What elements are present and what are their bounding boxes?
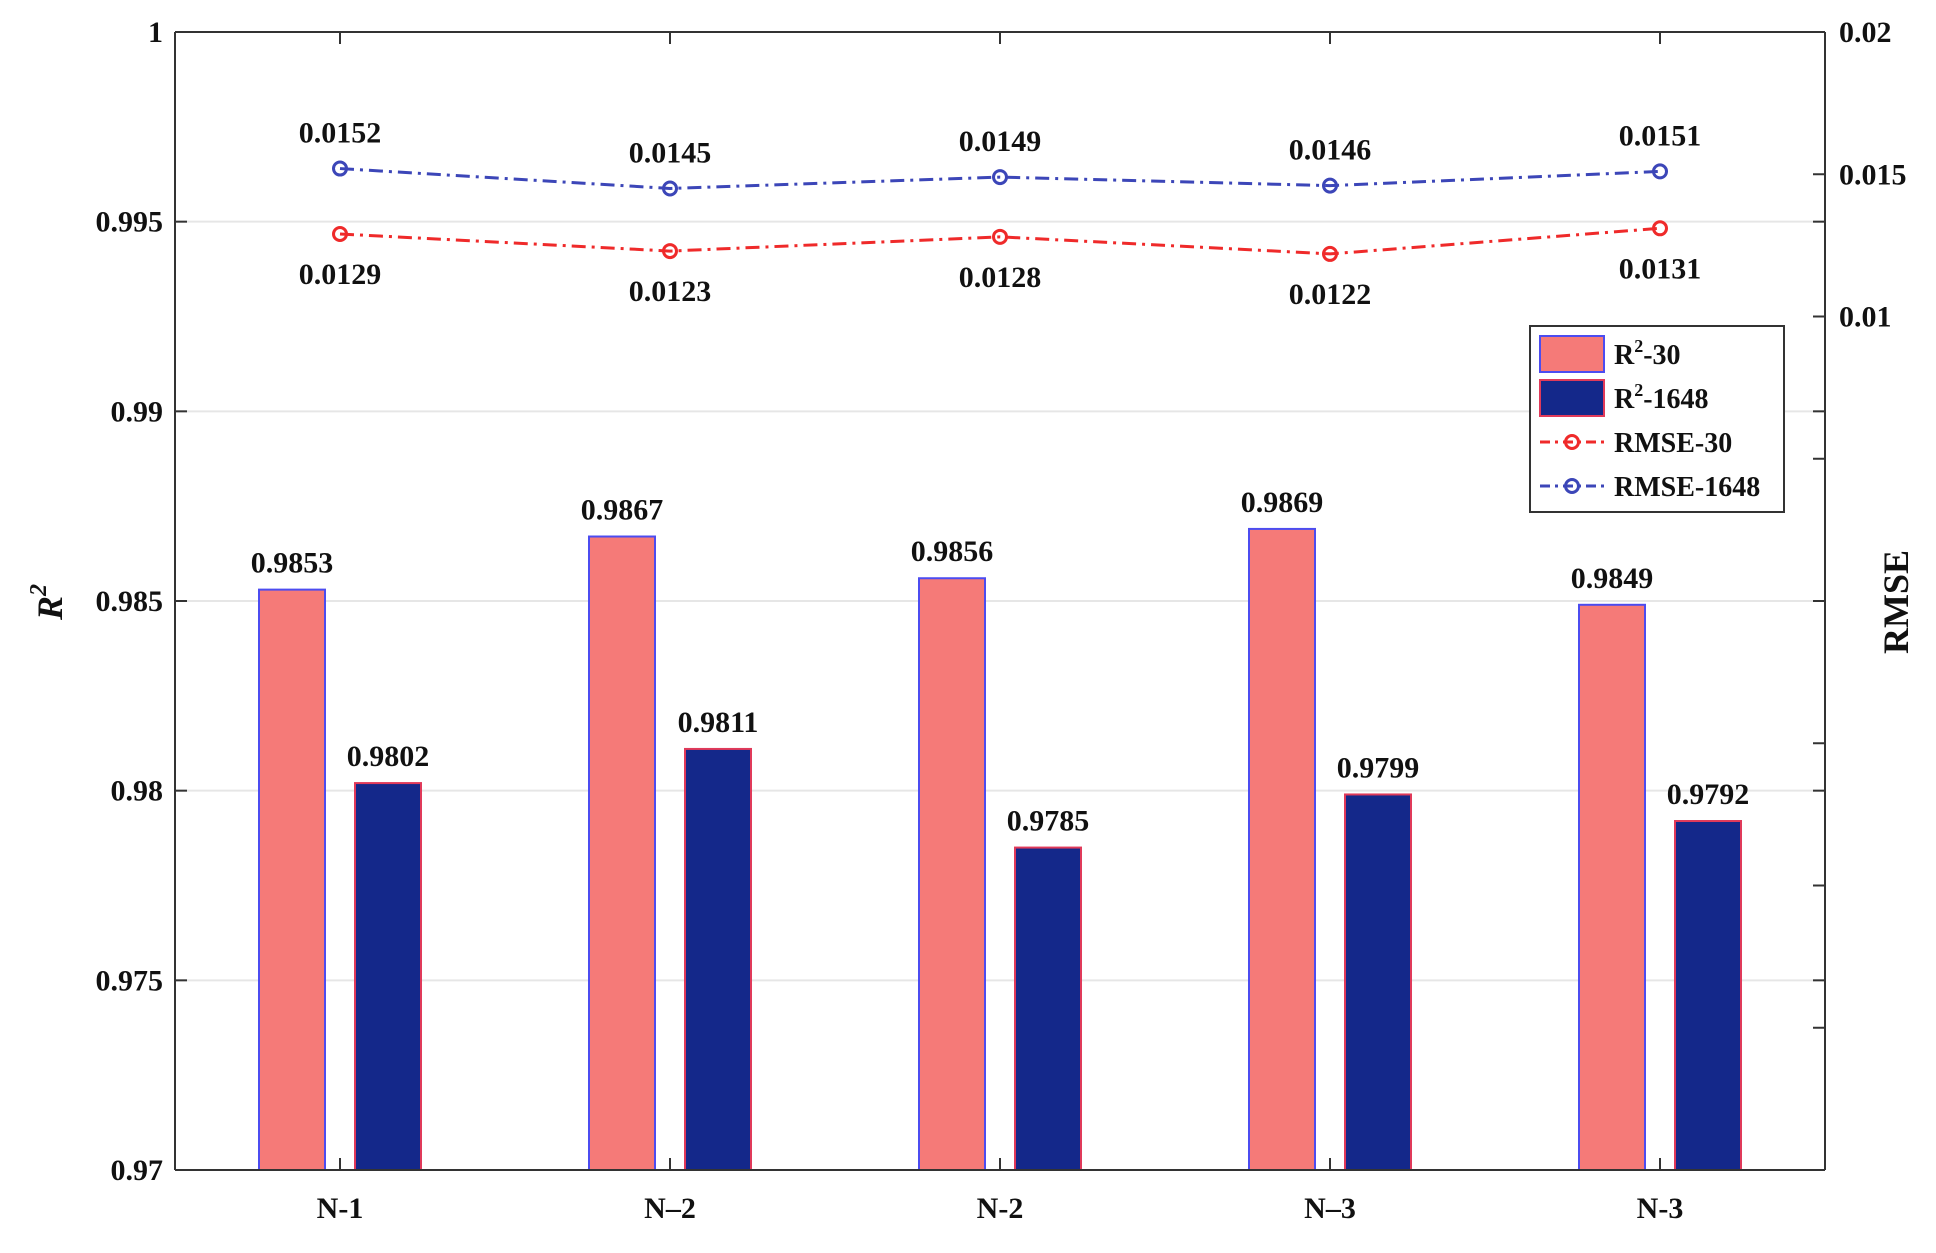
- line-value-label: 0.0129: [299, 258, 382, 291]
- bar-value-label: 0.9867: [581, 494, 664, 527]
- y-tick-label: 0.975: [96, 964, 164, 997]
- bar-r30-2: [588, 535, 656, 1171]
- line-value-label: 0.0122: [1289, 278, 1372, 311]
- bar-r1648-3: [1014, 846, 1082, 1171]
- data-labels: 0.9853 0.9867 0.9856 0.9869 0.9849 0.9802 0.98…: [251, 117, 1750, 838]
- y-axis-title: R2: [26, 584, 70, 621]
- legend-swatch-marker: [1564, 434, 1580, 450]
- legend-label-suffix: -30: [1643, 340, 1680, 371]
- line-rmse1648: [339, 167, 1661, 190]
- bar-r30-1: [258, 588, 326, 1171]
- line-value-label: 0.0131: [1619, 252, 1702, 285]
- y-tick-label: 1: [148, 16, 163, 49]
- point-rmse1648-5: [1652, 163, 1668, 180]
- y-tick-label: 0.995: [96, 206, 164, 239]
- legend-swatch-bar: [1539, 335, 1605, 373]
- line-value-label: 0.0123: [629, 275, 712, 308]
- line-value-label: 0.0146: [1289, 134, 1372, 167]
- point-rmse30-5: [1652, 220, 1668, 237]
- y-tick-label: 0.97: [111, 1154, 164, 1187]
- point-rmse30-4: [1322, 245, 1338, 262]
- legend-label: R2-30: [1614, 336, 1681, 371]
- legend-label-base: R: [1614, 340, 1635, 371]
- bar-r30-5: [1578, 603, 1646, 1171]
- legend-label: RMSE-30: [1614, 428, 1732, 459]
- bar-value-label: 0.9853: [251, 547, 334, 580]
- line-value-label: 0.0152: [299, 117, 382, 150]
- bar-value-label: 0.9856: [911, 535, 994, 568]
- y-axis-title-sup: 2: [26, 584, 52, 597]
- point-rmse30-1: [332, 225, 348, 242]
- bar-value-label: 0.9869: [1241, 486, 1324, 519]
- y2-tick-label: 0.01: [1839, 301, 1892, 334]
- x-tick-label: N–2: [644, 1192, 696, 1225]
- point-rmse30-2: [662, 243, 678, 260]
- bar-value-label: 0.9799: [1337, 751, 1420, 784]
- line-value-label: 0.0151: [1619, 119, 1702, 152]
- line-value-label: 0.0128: [959, 261, 1042, 294]
- point-rmse30-3: [992, 228, 1008, 245]
- bar-r30-3: [918, 577, 986, 1171]
- legend-label-base: R: [1614, 384, 1635, 415]
- legend-label-suffix: -1648: [1643, 384, 1708, 415]
- legend-swatch-bar: [1539, 379, 1605, 417]
- y2-tick-label: 0.015: [1839, 158, 1907, 191]
- legend-label-sup: 2: [1634, 336, 1643, 356]
- line-value-label: 0.0149: [959, 125, 1042, 158]
- y-tick-label: 0.99: [111, 395, 164, 428]
- legend-swatch-marker: [1564, 478, 1580, 494]
- legend-label: R2-1648: [1614, 380, 1709, 415]
- bar-value-label: 0.9792: [1667, 778, 1750, 811]
- bar-value-label: 0.9785: [1007, 805, 1090, 838]
- bar-value-label: 0.9849: [1571, 562, 1654, 595]
- legend-label-sup: 2: [1634, 380, 1643, 400]
- legend-label-base: RMSE-1648: [1614, 472, 1760, 503]
- legend-label-base: RMSE-30: [1614, 428, 1732, 459]
- y-tick-label: 0.98: [111, 775, 164, 808]
- legend-label: RMSE-1648: [1614, 472, 1760, 503]
- bar-r1648-2: [684, 747, 752, 1171]
- x-tick-label: N-1: [317, 1192, 364, 1225]
- x-tick-label: N–3: [1304, 1192, 1356, 1225]
- x-tick-label: N-3: [1637, 1192, 1684, 1225]
- point-rmse1648-1: [332, 160, 348, 177]
- point-rmse1648-3: [992, 169, 1008, 186]
- bar-value-label: 0.9802: [347, 740, 430, 773]
- line-value-label: 0.0145: [629, 136, 712, 169]
- bar-r1648-5: [1674, 820, 1742, 1171]
- y2-tick-label: 0.02: [1839, 16, 1892, 49]
- y2-axis-title: RMSE: [1876, 550, 1916, 654]
- bars: [258, 527, 1742, 1172]
- axes: 0.97 0.975 0.98 0.985 0.99 0.995 1 0.01 0.015 0.0…: [96, 16, 1907, 1225]
- x-tick-label: N-2: [977, 1192, 1024, 1225]
- bar-r1648-4: [1344, 793, 1412, 1172]
- point-rmse1648-4: [1322, 177, 1338, 194]
- rmse-lines: [332, 160, 1668, 262]
- line-rmse30: [339, 226, 1661, 256]
- bar-value-label: 0.9811: [678, 706, 759, 739]
- y-tick-label: 0.985: [96, 585, 164, 618]
- grid-lines: [175, 220, 1825, 982]
- y-axis-title-base: R: [30, 596, 70, 621]
- bar-r30-4: [1248, 527, 1316, 1171]
- point-rmse1648-2: [662, 180, 678, 197]
- bar-r1648-1: [354, 782, 422, 1172]
